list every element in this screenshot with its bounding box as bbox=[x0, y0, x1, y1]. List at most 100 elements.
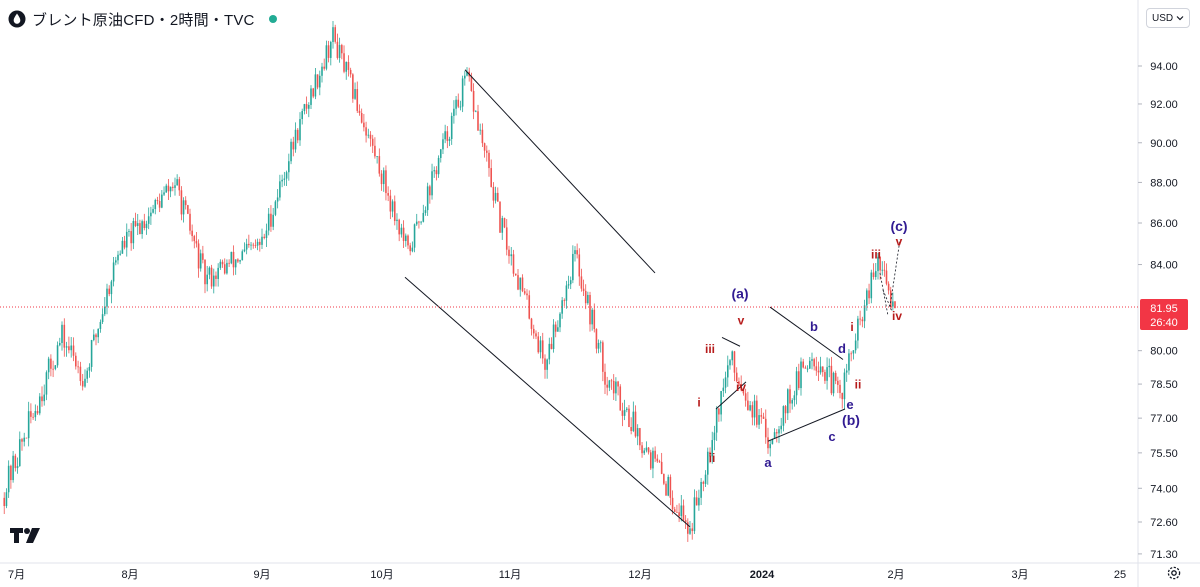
candle-body bbox=[470, 76, 473, 91]
candle-body bbox=[771, 438, 774, 445]
candle-body bbox=[740, 383, 742, 391]
candle-body bbox=[338, 45, 341, 58]
candle-body bbox=[817, 370, 820, 373]
candle-body bbox=[292, 141, 295, 150]
x-tick-label: 25 bbox=[1114, 569, 1126, 581]
candle-body bbox=[172, 186, 174, 188]
candle-body bbox=[660, 461, 663, 474]
candle-body bbox=[700, 481, 702, 498]
x-tick-label: 10月 bbox=[370, 569, 393, 581]
candle-body bbox=[303, 104, 306, 112]
channel-lower-line[interactable] bbox=[404, 276, 691, 528]
trendlines-layer bbox=[404, 69, 901, 528]
candle-body bbox=[341, 45, 343, 54]
candle-body bbox=[539, 340, 542, 353]
candle-body bbox=[154, 200, 157, 210]
triangle-upper-line[interactable] bbox=[769, 306, 844, 360]
candle-body bbox=[828, 365, 831, 368]
candle-body bbox=[299, 119, 301, 141]
candle-body bbox=[68, 346, 70, 351]
candle-body bbox=[316, 74, 319, 88]
candle-body bbox=[645, 447, 648, 451]
wave-iv-line[interactable] bbox=[715, 381, 747, 410]
y-tick-label: 77.00 bbox=[1150, 413, 1178, 425]
candle-body bbox=[619, 386, 622, 411]
candle-body bbox=[636, 428, 639, 437]
candle-body bbox=[806, 368, 809, 370]
candle-body bbox=[877, 256, 879, 272]
candle-body bbox=[658, 461, 661, 463]
candle-body bbox=[528, 295, 531, 319]
x-tick-label: 11月 bbox=[499, 569, 521, 581]
candle-body bbox=[387, 193, 389, 196]
candle-body bbox=[294, 129, 297, 150]
projection-line-1[interactable] bbox=[879, 272, 889, 316]
candle-body bbox=[519, 277, 522, 290]
candle-body bbox=[505, 227, 508, 250]
candle-body bbox=[841, 392, 844, 400]
candle-body bbox=[691, 528, 694, 532]
candle-body bbox=[669, 476, 672, 498]
candle-body bbox=[861, 319, 864, 322]
candle-body bbox=[199, 253, 202, 269]
gear-icon[interactable] bbox=[1166, 565, 1182, 581]
candle-body bbox=[81, 381, 84, 387]
channel-upper-line[interactable] bbox=[464, 69, 656, 274]
candle-body bbox=[243, 249, 246, 252]
candle-body bbox=[139, 223, 141, 235]
y-tick-label: 84.00 bbox=[1150, 260, 1178, 272]
wave-label-minor: iv bbox=[736, 380, 746, 394]
candle-body bbox=[630, 426, 632, 431]
candle-body bbox=[197, 243, 200, 269]
candle-body bbox=[830, 365, 833, 394]
candle-body bbox=[86, 370, 88, 379]
candle-body bbox=[567, 284, 570, 286]
candle-body bbox=[892, 301, 894, 307]
candle-body bbox=[108, 288, 110, 295]
candle-body bbox=[63, 324, 66, 348]
currency-button[interactable]: USD bbox=[1146, 8, 1190, 28]
candle-body bbox=[702, 481, 705, 484]
candle-body bbox=[682, 505, 685, 521]
candle-body bbox=[591, 309, 593, 325]
candle-body bbox=[733, 351, 736, 373]
candle-body bbox=[578, 254, 581, 277]
wave-label-abcde: d bbox=[838, 341, 846, 356]
candle-body bbox=[230, 251, 233, 264]
candle-body bbox=[180, 190, 183, 215]
candle-body bbox=[371, 138, 374, 146]
tradingview-logo-icon[interactable] bbox=[10, 528, 40, 543]
currency-label: USD bbox=[1152, 12, 1174, 24]
x-tick-label: 8月 bbox=[121, 569, 138, 581]
symbol-title[interactable]: ブレント原油CFD・2時間・TVC bbox=[32, 11, 255, 29]
candle-body bbox=[722, 387, 725, 392]
candle-body bbox=[134, 221, 137, 226]
candle-body bbox=[709, 451, 711, 457]
candle-body bbox=[182, 200, 185, 215]
candle-body bbox=[189, 213, 191, 231]
candle-body bbox=[327, 45, 330, 58]
projection-line-3[interactable] bbox=[889, 239, 901, 308]
candle-body bbox=[276, 197, 279, 202]
candle-body bbox=[811, 359, 813, 361]
candle-body bbox=[643, 450, 646, 454]
candle-body bbox=[718, 408, 720, 415]
candle-body bbox=[881, 269, 884, 271]
candle-body bbox=[288, 161, 290, 173]
wave-v-line[interactable] bbox=[721, 337, 741, 347]
candle-body bbox=[391, 201, 394, 212]
candle-body bbox=[261, 236, 263, 245]
candle-body bbox=[400, 227, 403, 235]
candle-body bbox=[267, 213, 270, 231]
candle-body bbox=[446, 131, 449, 141]
candle-body bbox=[523, 291, 526, 294]
candle-body bbox=[279, 181, 281, 198]
candle-body bbox=[396, 219, 398, 222]
wave-label-major: (b) bbox=[842, 412, 860, 428]
triangle-lower-line[interactable] bbox=[767, 408, 846, 442]
candle-body bbox=[758, 415, 760, 425]
candle-body bbox=[713, 432, 716, 441]
candle-body bbox=[617, 381, 619, 387]
